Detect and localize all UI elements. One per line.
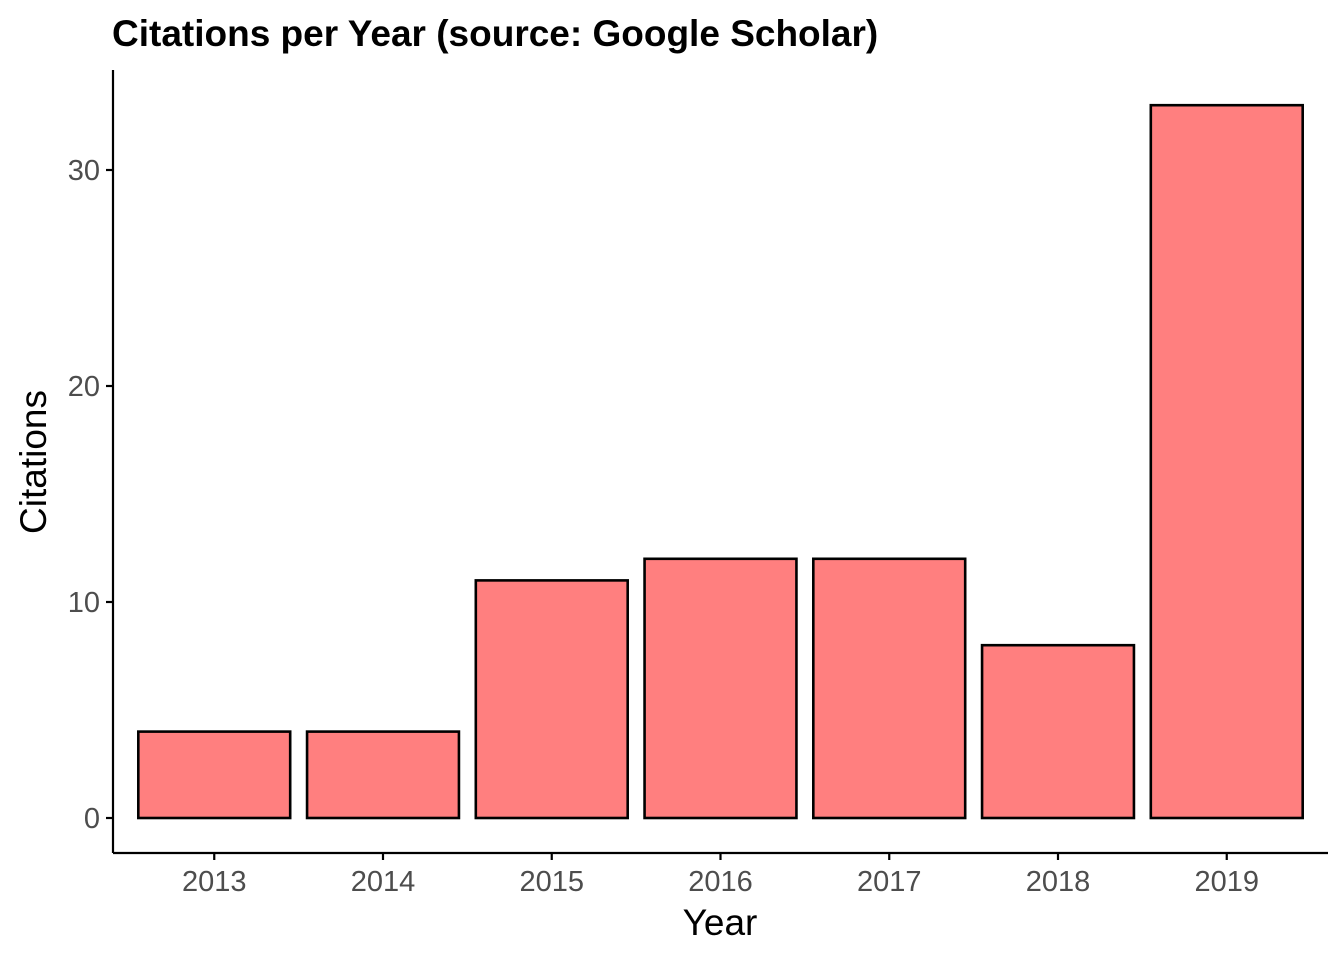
- bars-group: [137, 103, 1304, 820]
- x-axis-title: Year: [683, 902, 758, 943]
- y-axis-ticks: 0 10 20 30: [68, 155, 113, 835]
- x-tick-label: 2014: [351, 866, 416, 898]
- bar-2015: [474, 579, 629, 820]
- y-tick-label: 20: [68, 371, 100, 403]
- y-tick-label: 30: [68, 155, 100, 187]
- y-tick-label: 10: [68, 587, 100, 619]
- x-tick-label: 2017: [857, 866, 922, 898]
- x-tick-label: 2013: [182, 866, 247, 898]
- bar-2013: [137, 730, 292, 820]
- y-axis-title: Citations: [13, 390, 54, 534]
- bar-2016: [643, 557, 798, 820]
- x-tick-label: 2015: [519, 866, 584, 898]
- bar-2014: [305, 730, 461, 820]
- y-tick-label: 0: [84, 803, 100, 835]
- bar-2018: [980, 643, 1136, 820]
- chart-title: Citations per Year (source: Google Schol…: [112, 13, 878, 54]
- x-tick-label: 2018: [1026, 866, 1091, 898]
- bar-2019: [1149, 103, 1304, 820]
- x-axis-ticks: 2013 2014 2015 2016 2017 2018 2019: [182, 853, 1259, 898]
- x-tick-label: 2016: [688, 866, 753, 898]
- x-tick-label: 2019: [1194, 866, 1259, 898]
- bar-2017: [812, 557, 967, 820]
